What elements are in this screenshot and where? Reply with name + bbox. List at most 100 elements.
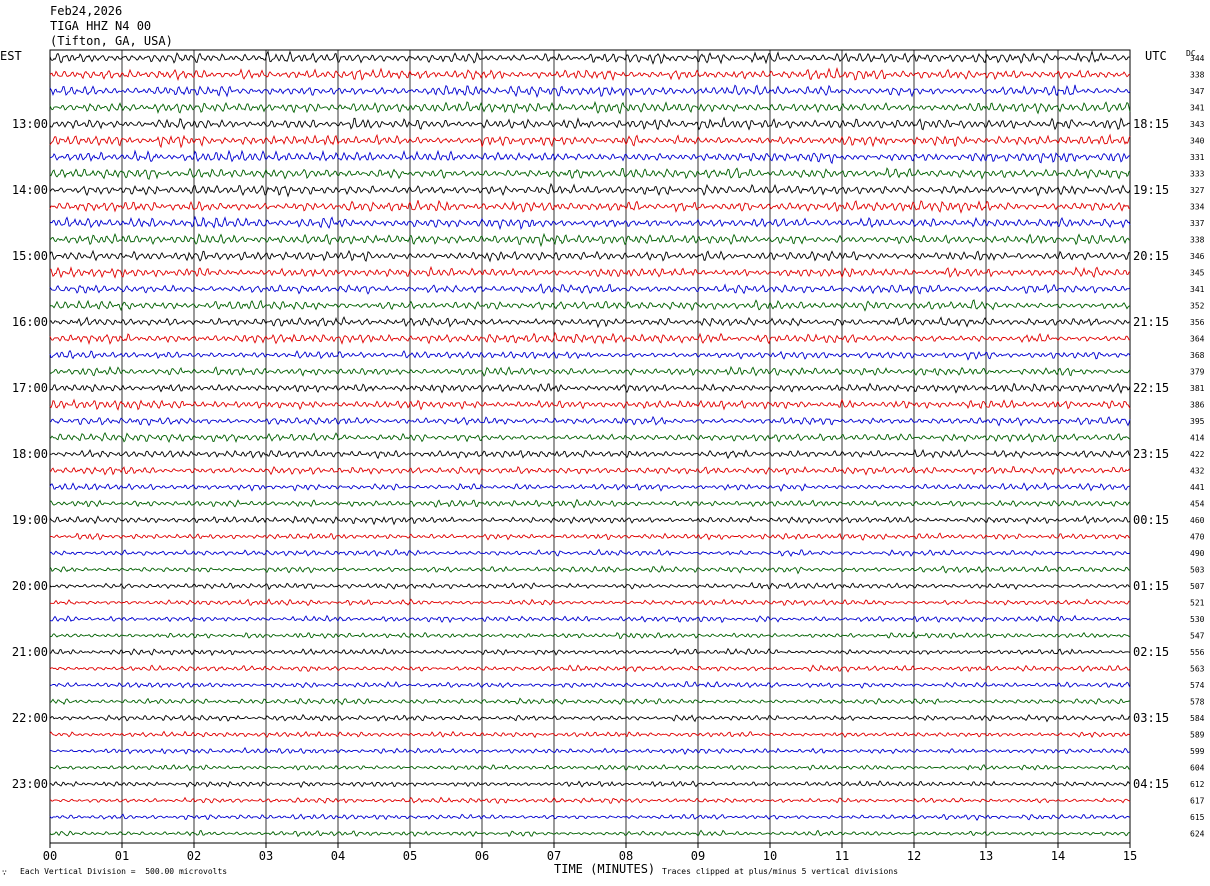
seismic-trace [49, 614, 1131, 624]
seismic-trace [49, 167, 1131, 180]
dc-offset-label: 341 [1190, 285, 1205, 294]
x-tick-label: 05 [403, 849, 417, 863]
dc-offset-label: 521 [1190, 599, 1205, 608]
dc-offset-label: 615 [1190, 813, 1205, 822]
seismic-trace [49, 199, 1131, 214]
dc-offset-label: 381 [1190, 384, 1205, 393]
seismic-trace [49, 532, 1131, 541]
x-tick-label: 06 [475, 849, 489, 863]
x-tick-label: 15 [1123, 849, 1137, 863]
seismic-trace [49, 730, 1131, 739]
left-hour-label: 23:00 [12, 777, 48, 791]
scale-note: Each Vertical Division = 500.00 microvol… [20, 867, 228, 876]
seismic-trace [49, 415, 1131, 427]
dc-offset-label: 507 [1190, 582, 1205, 591]
plot-date: Feb24,2026 [50, 4, 123, 18]
seismic-trace [49, 780, 1131, 789]
dc-offset-label: 604 [1190, 764, 1205, 773]
right-hour-label: 22:15 [1133, 381, 1169, 395]
dc-offset-label: 578 [1190, 698, 1205, 707]
dc-offset-label: 530 [1190, 615, 1205, 624]
seismic-trace [49, 149, 1130, 165]
dc-offset-label: 346 [1190, 252, 1205, 261]
dc-offset-label: 432 [1190, 467, 1205, 476]
dc-offset-label: 356 [1190, 318, 1205, 327]
seismic-trace [49, 215, 1131, 231]
seismic-trace [49, 265, 1131, 279]
left-hour-label: 22:00 [12, 711, 48, 725]
dc-offset-label: 347 [1190, 87, 1205, 96]
x-tick-label: 11 [835, 849, 849, 863]
right-hour-label: 18:15 [1133, 117, 1169, 131]
dc-offset-label: 368 [1190, 351, 1205, 360]
x-tick-label: 01 [115, 849, 129, 863]
seismic-trace [49, 631, 1131, 640]
seismic-trace [49, 100, 1131, 115]
dc-offset-label: 454 [1190, 500, 1205, 509]
right-hour-label: 21:15 [1133, 315, 1169, 329]
seismic-trace [49, 316, 1131, 329]
dc-offset-label: 338 [1190, 236, 1205, 245]
x-tick-label: 04 [331, 849, 345, 863]
dc-offset-label: 334 [1190, 203, 1205, 212]
station-location: (Tifton, GA, USA) [50, 34, 173, 48]
seismic-trace [49, 829, 1131, 838]
x-tick-label: 08 [619, 849, 633, 863]
x-tick-label: 13 [979, 849, 993, 863]
seismic-trace [49, 182, 1131, 198]
dc-offset-label: 331 [1190, 153, 1205, 162]
seismic-trace [49, 331, 1131, 346]
right-timezone-label: UTC [1145, 49, 1167, 63]
dc-offset-label: 599 [1190, 747, 1205, 756]
dc-offset-label: 556 [1190, 648, 1205, 657]
right-hour-label: 00:15 [1133, 513, 1169, 527]
dc-offset-label: 503 [1190, 566, 1205, 575]
clip-note: Traces clipped at plus/minus 5 vertical … [662, 867, 899, 876]
dc-offset-label: 612 [1190, 780, 1205, 789]
left-hour-label: 13:00 [12, 117, 48, 131]
right-hour-label: 23:15 [1133, 447, 1169, 461]
dc-offset-label: 414 [1190, 434, 1205, 443]
seismic-trace [49, 565, 1131, 575]
dc-offset-label: 327 [1190, 186, 1205, 195]
dc-offset-label: 352 [1190, 302, 1205, 311]
seismic-trace [49, 66, 1131, 82]
seismic-trace [50, 382, 1131, 394]
x-axis-label: TIME (MINUTES) [554, 862, 656, 876]
dc-offset-label: 441 [1190, 483, 1205, 492]
plot-frame [49, 49, 1131, 844]
seismic-trace [49, 283, 1131, 295]
seismic-trace [49, 431, 1131, 444]
seismic-trace [49, 713, 1131, 723]
dc-offset-label: 341 [1190, 104, 1205, 113]
dc-column-label: DC [1186, 49, 1196, 58]
left-hour-label: 20:00 [12, 579, 48, 593]
seismic-trace [49, 548, 1131, 557]
left-hour-label: 17:00 [12, 381, 48, 395]
left-hour-label: 14:00 [12, 183, 48, 197]
seismic-trace [49, 581, 1131, 591]
right-hour-label: 02:15 [1133, 645, 1169, 659]
dc-offset-label: 460 [1190, 516, 1205, 525]
dc-offset-label: 337 [1190, 219, 1205, 228]
seismic-trace [49, 133, 1131, 149]
seismic-trace [49, 813, 1130, 821]
x-tick-label: 07 [547, 849, 561, 863]
seismic-trace [49, 764, 1131, 772]
seismic-trace [49, 647, 1131, 657]
dc-offset-label: 338 [1190, 71, 1205, 80]
dc-offset-label: 589 [1190, 731, 1205, 740]
left-hour-label: 15:00 [12, 249, 48, 263]
x-tick-label: 12 [907, 849, 921, 863]
dc-offset-label: 344 [1190, 54, 1205, 63]
seismic-trace [49, 116, 1131, 131]
seismic-trace [49, 84, 1131, 99]
left-hour-label: 21:00 [12, 645, 48, 659]
dc-offset-label: 547 [1190, 632, 1205, 641]
seismic-trace [49, 697, 1131, 706]
seismic-trace [49, 681, 1131, 689]
right-hour-label: 03:15 [1133, 711, 1169, 725]
seismic-trace [49, 515, 1131, 526]
dc-offset-label: 624 [1190, 830, 1205, 839]
